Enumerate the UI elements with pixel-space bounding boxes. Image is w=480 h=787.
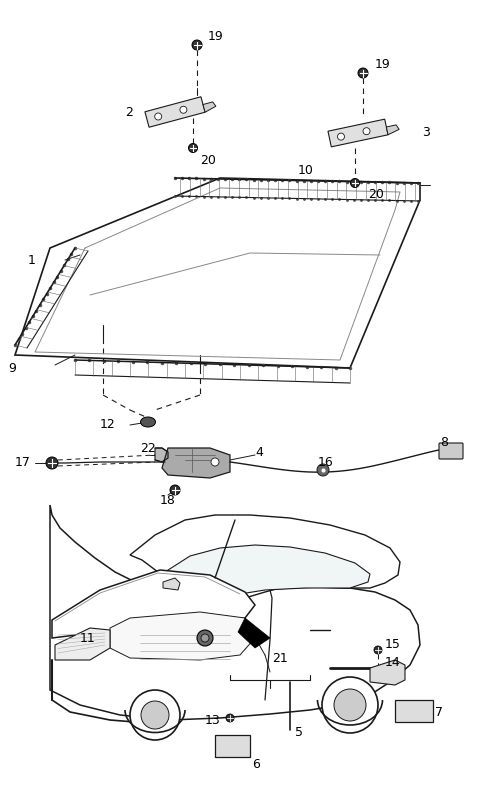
Text: 6: 6 bbox=[252, 759, 260, 771]
Polygon shape bbox=[50, 505, 420, 720]
Polygon shape bbox=[110, 612, 255, 660]
Text: 2: 2 bbox=[125, 105, 133, 119]
Polygon shape bbox=[203, 102, 216, 113]
Polygon shape bbox=[130, 515, 400, 600]
Circle shape bbox=[363, 127, 370, 135]
Text: 5: 5 bbox=[295, 726, 303, 740]
Polygon shape bbox=[370, 660, 405, 685]
Text: 21: 21 bbox=[272, 652, 288, 664]
Text: 9: 9 bbox=[8, 361, 16, 375]
Text: 18: 18 bbox=[160, 493, 176, 507]
Ellipse shape bbox=[141, 417, 156, 427]
Circle shape bbox=[374, 646, 382, 654]
Polygon shape bbox=[328, 119, 388, 147]
Text: 22: 22 bbox=[140, 442, 156, 455]
Text: 14: 14 bbox=[385, 656, 401, 670]
Text: 16: 16 bbox=[318, 456, 334, 468]
Circle shape bbox=[180, 106, 187, 113]
Polygon shape bbox=[386, 125, 399, 135]
Circle shape bbox=[334, 689, 366, 721]
Text: 15: 15 bbox=[385, 638, 401, 652]
Circle shape bbox=[201, 634, 209, 642]
Text: 1: 1 bbox=[28, 253, 36, 267]
Polygon shape bbox=[15, 178, 420, 368]
Circle shape bbox=[189, 143, 197, 153]
Polygon shape bbox=[162, 448, 230, 478]
Circle shape bbox=[350, 179, 360, 187]
Polygon shape bbox=[52, 570, 255, 638]
Circle shape bbox=[358, 68, 368, 78]
Circle shape bbox=[197, 630, 213, 646]
Text: 19: 19 bbox=[375, 58, 391, 72]
Circle shape bbox=[141, 701, 169, 729]
FancyBboxPatch shape bbox=[439, 443, 463, 459]
Circle shape bbox=[155, 113, 162, 120]
Text: 13: 13 bbox=[205, 714, 221, 726]
Circle shape bbox=[211, 458, 219, 466]
Text: 7: 7 bbox=[435, 705, 443, 719]
FancyBboxPatch shape bbox=[215, 735, 250, 757]
Text: 20: 20 bbox=[368, 189, 384, 201]
Polygon shape bbox=[165, 545, 370, 596]
Polygon shape bbox=[155, 448, 168, 462]
Text: 17: 17 bbox=[15, 456, 31, 470]
Polygon shape bbox=[145, 97, 205, 127]
Circle shape bbox=[226, 714, 234, 722]
Circle shape bbox=[130, 690, 180, 740]
Text: 10: 10 bbox=[298, 164, 314, 176]
Text: 11: 11 bbox=[80, 631, 96, 645]
Text: 20: 20 bbox=[200, 153, 216, 167]
Polygon shape bbox=[238, 618, 270, 648]
Circle shape bbox=[170, 485, 180, 495]
Text: 12: 12 bbox=[100, 419, 116, 431]
Polygon shape bbox=[55, 628, 110, 660]
Text: 4: 4 bbox=[255, 445, 263, 459]
Polygon shape bbox=[163, 578, 180, 590]
Circle shape bbox=[322, 677, 378, 733]
Circle shape bbox=[192, 40, 202, 50]
Circle shape bbox=[337, 133, 345, 140]
Circle shape bbox=[46, 457, 58, 469]
Text: 3: 3 bbox=[422, 127, 430, 139]
Circle shape bbox=[317, 464, 329, 476]
Text: 8: 8 bbox=[440, 435, 448, 449]
FancyBboxPatch shape bbox=[395, 700, 433, 722]
Text: 19: 19 bbox=[208, 31, 224, 43]
